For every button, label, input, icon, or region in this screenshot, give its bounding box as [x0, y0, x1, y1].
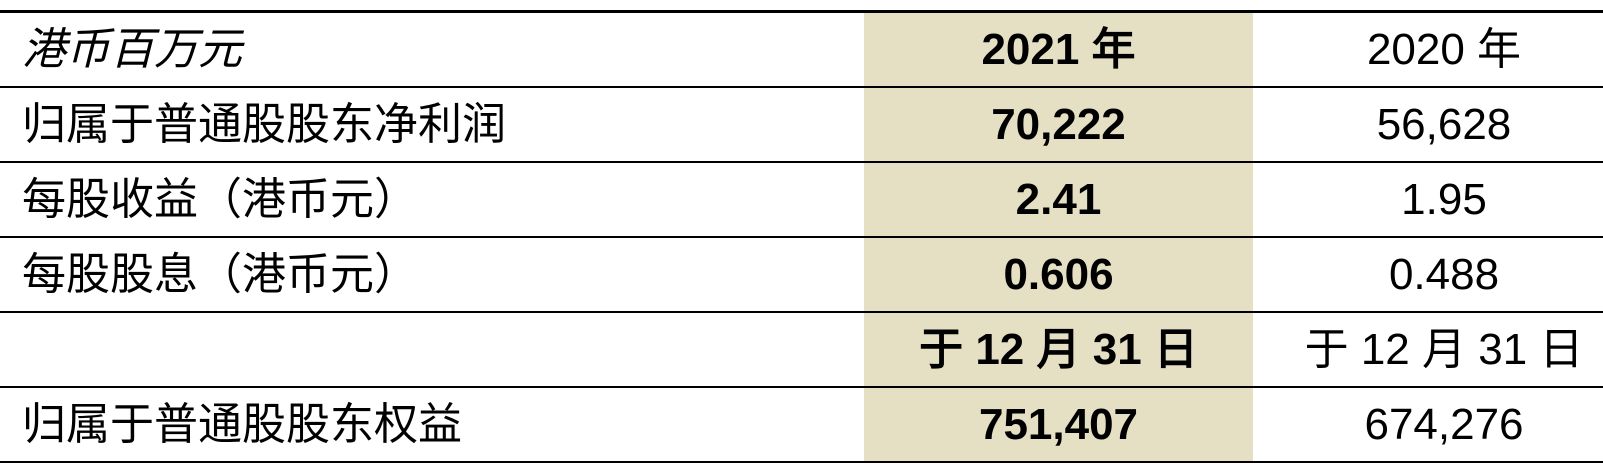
row-label: 每股收益（港币元）	[22, 174, 418, 224]
column-header-2021: 2021 年	[864, 13, 1253, 86]
row-label-empty	[0, 313, 864, 386]
table-row-net-profit: 归属于普通股股东净利润 70,222 56,628	[0, 88, 1603, 163]
financial-summary-table: 港币百万元 2021 年 2020 年 归属于普通股股东净利润 70,222 5…	[0, 10, 1603, 463]
row-label: 归属于普通股股东净利润	[22, 99, 506, 149]
table-header-row: 港币百万元 2021 年 2020 年	[0, 13, 1603, 88]
subheader-2020: 于 12 月 31 日	[1304, 324, 1584, 374]
row-label: 每股股息（港币元）	[22, 249, 418, 299]
value-2021: 0.606	[864, 238, 1253, 311]
table-row-equity: 归属于普通股股东权益 751,407 674,276	[0, 388, 1603, 463]
table-subheader-row-as-at-date: 于 12 月 31 日 于 12 月 31 日	[0, 313, 1603, 388]
value-2021: 2.41	[864, 163, 1253, 236]
value-2020: 674,276	[1364, 399, 1524, 449]
table-row-eps: 每股收益（港币元） 2.41 1.95	[0, 163, 1603, 238]
value-2020: 1.95	[1401, 174, 1487, 224]
unit-label: 港币百万元	[22, 24, 242, 74]
subheader-2021: 于 12 月 31 日	[864, 313, 1253, 386]
column-header-2020: 2020 年	[1366, 24, 1522, 74]
value-2020: 0.488	[1388, 249, 1500, 299]
row-label: 归属于普通股股东权益	[22, 399, 462, 449]
table-row-dps: 每股股息（港币元） 0.606 0.488	[0, 238, 1603, 313]
value-2020: 56,628	[1376, 99, 1512, 149]
value-2021: 70,222	[864, 88, 1253, 161]
value-2021: 751,407	[864, 388, 1253, 461]
